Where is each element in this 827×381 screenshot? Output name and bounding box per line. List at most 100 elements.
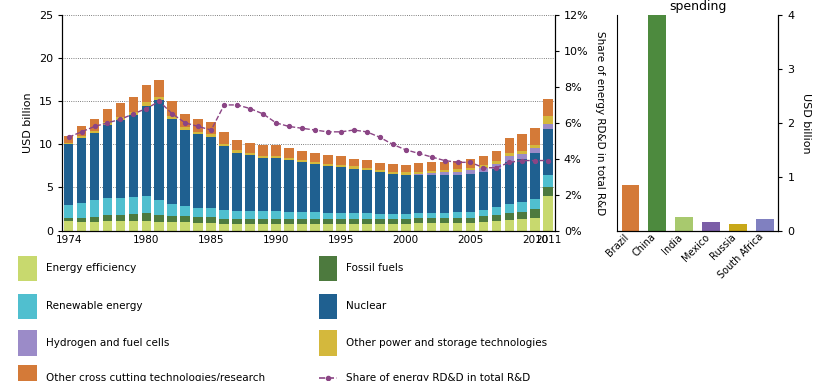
Bar	[426, 171, 436, 173]
Bar	[141, 85, 151, 102]
Text: Renewable energy: Renewable energy	[46, 301, 142, 311]
Bar	[323, 213, 332, 219]
Bar	[245, 155, 255, 211]
Bar	[141, 196, 151, 213]
Bar	[491, 215, 500, 221]
Bar	[167, 222, 177, 231]
Bar	[297, 162, 307, 213]
Bar	[323, 166, 332, 213]
Bar	[543, 117, 552, 124]
Bar	[439, 213, 449, 218]
Bar	[387, 172, 397, 174]
Bar	[18, 330, 36, 355]
Bar	[141, 106, 151, 196]
Title: 2008 non-IEA country
spending: 2008 non-IEA country spending	[629, 0, 764, 13]
Bar	[309, 213, 319, 219]
Bar	[128, 112, 138, 115]
Bar	[755, 219, 772, 231]
Bar	[77, 126, 86, 136]
Bar	[517, 151, 527, 154]
Bar	[348, 166, 358, 168]
Bar	[504, 154, 514, 157]
Bar	[77, 218, 86, 222]
Bar	[361, 168, 371, 170]
Bar	[375, 214, 384, 219]
Bar	[400, 175, 410, 214]
Bar	[180, 127, 190, 130]
Bar	[219, 219, 229, 224]
Bar	[258, 158, 268, 211]
Bar	[348, 158, 358, 166]
Bar	[167, 117, 177, 119]
Bar	[426, 223, 436, 231]
Bar	[478, 222, 488, 231]
Bar	[297, 160, 307, 162]
Bar	[336, 167, 346, 213]
Bar	[232, 224, 241, 231]
Text: Energy efficiency: Energy efficiency	[46, 263, 136, 273]
Bar	[103, 198, 112, 215]
Bar	[18, 294, 36, 319]
Bar	[323, 155, 332, 164]
Bar	[323, 224, 332, 231]
Bar	[116, 215, 125, 221]
Bar	[128, 214, 138, 221]
Bar	[167, 101, 177, 117]
Text: Share of energy RD&D in total R&D: Share of energy RD&D in total R&D	[346, 373, 530, 381]
Bar	[426, 175, 436, 213]
Bar	[18, 365, 36, 381]
Bar	[361, 213, 371, 219]
Bar	[155, 215, 164, 222]
Bar	[309, 164, 319, 213]
Bar	[206, 137, 216, 208]
Bar	[336, 156, 346, 165]
Bar	[89, 131, 99, 133]
Bar	[180, 216, 190, 222]
Bar	[245, 211, 255, 219]
Bar	[543, 187, 552, 196]
Bar	[336, 219, 346, 224]
Bar	[206, 122, 216, 134]
Bar	[219, 146, 229, 210]
Bar	[530, 209, 539, 218]
Bar	[530, 148, 539, 153]
Bar	[167, 216, 177, 222]
Bar	[232, 152, 241, 211]
Bar	[478, 210, 488, 216]
Bar	[478, 168, 488, 172]
Bar	[270, 145, 280, 155]
Bar	[504, 220, 514, 231]
Bar	[452, 218, 461, 223]
Text: Other power and storage technologies: Other power and storage technologies	[346, 338, 547, 348]
Bar	[219, 224, 229, 231]
Bar	[701, 223, 719, 231]
Bar	[258, 219, 268, 224]
Bar	[348, 168, 358, 213]
Bar	[284, 224, 294, 231]
Bar	[232, 219, 241, 224]
Bar	[517, 211, 527, 219]
Bar	[155, 80, 164, 97]
Bar	[375, 163, 384, 170]
Bar	[284, 160, 294, 212]
Bar	[103, 109, 112, 122]
Bar	[491, 151, 500, 161]
Bar	[116, 104, 125, 117]
Bar	[400, 165, 410, 172]
Bar	[375, 172, 384, 214]
Bar	[232, 211, 241, 219]
Bar	[270, 219, 280, 224]
Bar	[103, 125, 112, 198]
Bar	[245, 219, 255, 224]
Bar	[245, 142, 255, 153]
Bar	[219, 144, 229, 146]
Bar	[543, 174, 552, 187]
Bar	[155, 97, 164, 101]
Bar	[89, 217, 99, 222]
Bar	[297, 151, 307, 160]
Bar	[258, 155, 268, 158]
Bar	[426, 213, 436, 218]
Bar	[729, 224, 746, 231]
Bar	[258, 211, 268, 219]
Bar	[400, 224, 410, 231]
